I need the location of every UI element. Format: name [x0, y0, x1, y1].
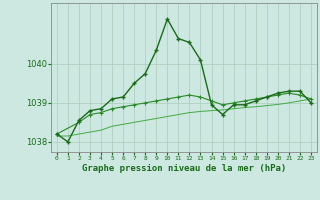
X-axis label: Graphe pression niveau de la mer (hPa): Graphe pression niveau de la mer (hPa) — [82, 164, 286, 173]
